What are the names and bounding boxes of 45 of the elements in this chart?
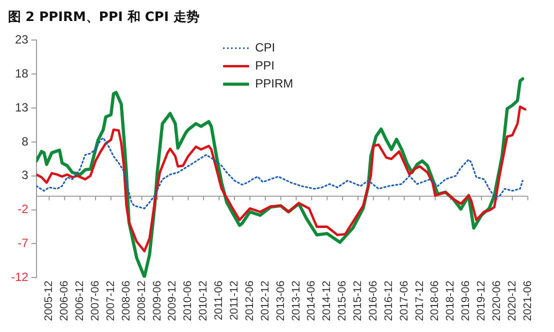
y-tick-label: -2 xyxy=(18,202,29,216)
x-tick-label: 2020-12 xyxy=(506,280,518,322)
x-tick-label: 2019-12 xyxy=(476,280,488,322)
x-tick-label: 2018-12 xyxy=(444,280,457,322)
x-tick-label: 2008-12 xyxy=(136,280,148,322)
y-tick-label: 8 xyxy=(22,134,29,148)
line-series xyxy=(36,137,524,210)
legend-label: PPI xyxy=(255,58,274,73)
x-tick-label: 2013-06 xyxy=(274,280,287,322)
x-tick-label: 2014-12 xyxy=(321,280,334,322)
x-tick-label: 2012-12 xyxy=(259,280,272,322)
x-tick-label: 2016-06 xyxy=(367,280,380,322)
x-tick-label: 2014-06 xyxy=(306,280,318,322)
x-tick-label: 2012-06 xyxy=(244,280,256,322)
x-tick-label: 2010-06 xyxy=(182,280,194,322)
x-tick-label: 2006-12 xyxy=(74,280,86,322)
chart-title: 图 2 PPIRM、PPI 和 CPI 走势 xyxy=(8,9,200,27)
y-tick-label: 18 xyxy=(14,66,29,80)
y-tick-label: 23 xyxy=(14,32,29,47)
x-tick-label: 2006-06 xyxy=(58,280,71,322)
y-tick-label: -12 xyxy=(11,270,29,284)
x-tick-label: 2009-06 xyxy=(151,280,164,322)
x-tick-label: 2009-12 xyxy=(166,280,179,322)
x-tick-label: 2020-06 xyxy=(490,280,503,322)
legend-label: PPIRM xyxy=(255,76,294,91)
x-tick-label: 2021-06 xyxy=(522,280,534,322)
y-tick-label: 13 xyxy=(14,100,29,114)
x-tick-label: 2007-06 xyxy=(90,280,102,322)
x-tick-label: 2011-12 xyxy=(228,280,240,320)
legend-label: CPI xyxy=(255,40,276,55)
x-tick-label: 2015-06 xyxy=(336,280,349,322)
x-tick-label: 2015-12 xyxy=(352,280,364,322)
y-tick-label: -7 xyxy=(18,236,29,250)
x-tick-label: 2017-06 xyxy=(398,280,410,322)
x-tick-label: 2019-06 xyxy=(460,280,472,322)
x-tick-label: 2013-12 xyxy=(290,280,302,322)
x-tick-label: 2016-12 xyxy=(382,280,395,322)
x-tick-label: 2008-06 xyxy=(120,280,132,322)
x-tick-label: 2010-12 xyxy=(198,280,210,322)
x-tick-label: 2017-12 xyxy=(414,280,426,322)
x-tick-label: 2007-12 xyxy=(104,280,117,322)
x-tick-label: 2018-06 xyxy=(429,280,442,322)
x-tick-label: 2005-12 xyxy=(43,280,56,322)
y-tick-label: 3 xyxy=(22,168,29,182)
x-tick-label: 2011-06 xyxy=(213,280,226,320)
